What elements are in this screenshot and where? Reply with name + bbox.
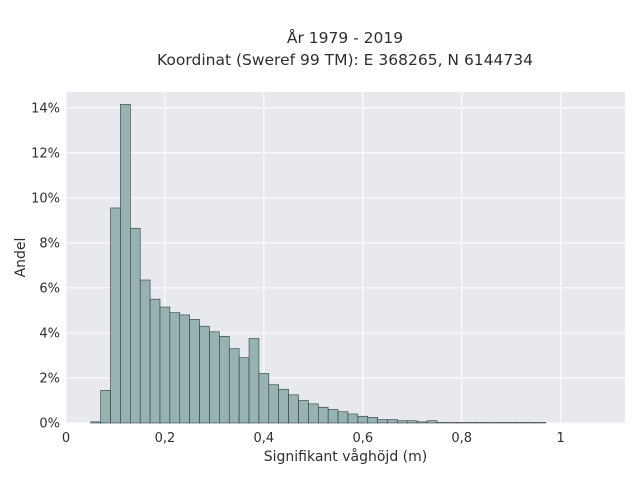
x-tick-label: 0,6 — [352, 431, 373, 446]
histogram-bar — [268, 384, 280, 424]
histogram-bar — [159, 306, 171, 424]
histogram-bar — [238, 357, 250, 424]
y-axis-label: Andel — [13, 238, 29, 278]
histogram-bar — [100, 390, 111, 424]
histogram-bar — [387, 419, 398, 424]
histogram-bar — [149, 298, 161, 424]
y-tick-label: 2% — [39, 371, 60, 386]
histogram-bar — [426, 420, 438, 424]
histogram-bar — [219, 336, 230, 424]
histogram-bar — [367, 417, 378, 424]
x-tick-label: 0 — [62, 431, 70, 446]
histogram-bar — [397, 420, 408, 424]
histogram-bar — [298, 400, 309, 424]
y-tick-label: 0% — [39, 417, 60, 432]
x-tick-label: 1 — [557, 431, 565, 446]
histogram-bar — [377, 419, 388, 424]
histogram-bar — [90, 421, 101, 424]
y-tick-label: 4% — [39, 326, 60, 341]
x-axis-ticks: 0 0,2 0,4 0,6 0,8 1 — [62, 431, 565, 446]
y-tick-label: 10% — [31, 191, 60, 206]
histogram-bar — [209, 331, 220, 424]
y-tick-label: 12% — [31, 146, 60, 161]
histogram-bar — [228, 348, 240, 424]
chart-title-line-2: Koordinat (Sweref 99 TM): E 368265, N 61… — [157, 51, 533, 69]
histogram-bar — [199, 325, 210, 424]
histogram-bar — [179, 314, 190, 424]
histogram-bar — [110, 207, 121, 424]
histogram-bar — [288, 394, 299, 424]
histogram-bar — [258, 373, 270, 424]
histogram-bar — [416, 421, 428, 424]
histogram-bar — [308, 403, 319, 424]
histogram-bar — [278, 388, 289, 424]
x-axis-label: Signifikant våghöjd (m) — [264, 448, 427, 465]
x-tick-label: 0,2 — [155, 431, 176, 446]
histogram-bar — [357, 415, 369, 424]
histogram-bar — [327, 409, 339, 424]
x-tick-label: 0,8 — [451, 431, 472, 446]
histogram-bar — [347, 413, 359, 424]
y-tick-label: 8% — [39, 236, 60, 251]
histogram-bar — [248, 338, 260, 424]
y-tick-label: 6% — [39, 281, 60, 296]
histogram-bar — [120, 104, 131, 424]
histogram-bar — [169, 312, 181, 424]
histogram-bar — [189, 319, 200, 424]
y-tick-label: 14% — [31, 101, 60, 116]
histogram-bars — [90, 104, 547, 424]
histogram-bar — [139, 279, 151, 424]
histogram-bar — [317, 406, 329, 424]
chart-title-line-1: År 1979 - 2019 — [286, 29, 404, 47]
histogram-bar — [337, 411, 349, 424]
histogram-bar — [407, 420, 418, 424]
y-axis-ticks: 0% 2% 4% 6% 8% 10% 12% 14% — [31, 101, 60, 431]
histogram-bar — [130, 227, 141, 424]
x-tick-label: 0,4 — [254, 431, 275, 446]
